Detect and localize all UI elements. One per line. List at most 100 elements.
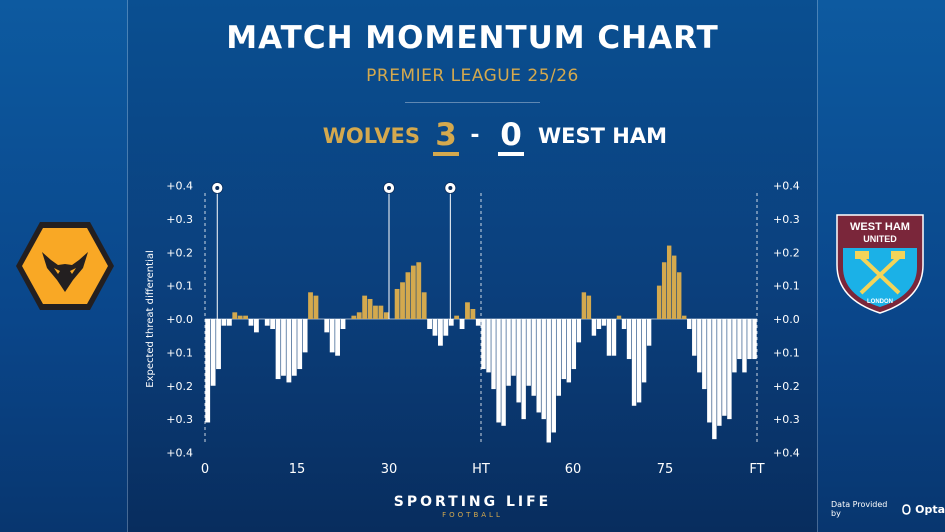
x-tick-label: 0 [201, 462, 209, 477]
y-tick-label-left: +0.3 [166, 413, 193, 426]
svg-text:LONDON: LONDON [867, 299, 893, 305]
title-divider [405, 102, 540, 103]
y-tick-label-right: +0.2 [773, 246, 800, 259]
momentum-bar [491, 319, 496, 390]
momentum-bar [561, 319, 567, 380]
momentum-bar [616, 315, 622, 319]
momentum-bar [254, 319, 259, 333]
momentum-bar [752, 319, 757, 360]
momentum-bar [742, 319, 747, 373]
brand-sub: FOOTBALL [442, 511, 503, 519]
x-tick-label: 15 [289, 462, 306, 477]
momentum-bar [511, 319, 516, 376]
momentum-bar [506, 319, 511, 386]
momentum-bar [656, 285, 662, 319]
wolves-crest-icon [16, 222, 114, 310]
momentum-bar [459, 319, 465, 330]
momentum-bar [501, 319, 506, 426]
y-tick-label-left: +0.1 [166, 280, 193, 293]
momentum-bar [722, 319, 727, 416]
momentum-bar [697, 319, 702, 373]
momentum-bar [394, 288, 400, 319]
momentum-bar [226, 319, 232, 326]
y-tick-label-right: +0.1 [773, 280, 800, 293]
momentum-bar [205, 319, 211, 423]
momentum-bar [566, 319, 572, 383]
momentum-bar [243, 315, 248, 319]
momentum-bar [432, 319, 438, 336]
x-tick-label: HT [472, 462, 490, 477]
momentum-bar [324, 319, 330, 333]
momentum-bar [526, 319, 531, 386]
momentum-bar [405, 272, 411, 319]
momentum-bar [666, 245, 672, 319]
data-provider: Data Provided by Opta [831, 500, 945, 518]
momentum-bar [313, 295, 319, 319]
momentum-bar [611, 319, 617, 356]
momentum-bar [302, 319, 308, 353]
momentum-bar [335, 319, 340, 356]
momentum-bar [531, 319, 536, 396]
y-tick-label-right: +0.3 [773, 413, 800, 426]
momentum-bar [646, 319, 652, 346]
momentum-bar [661, 262, 667, 319]
momentum-bar [232, 312, 238, 319]
momentum-bar [216, 319, 221, 370]
momentum-bar [465, 302, 470, 319]
y-tick-label-right: +0.0 [773, 313, 800, 326]
momentum-bar [454, 315, 460, 319]
momentum-bar [747, 319, 752, 360]
momentum-bar [281, 319, 286, 376]
momentum-bar [551, 319, 556, 433]
momentum-bar [308, 292, 313, 319]
score-separator: - [470, 123, 480, 148]
momentum-bar [677, 272, 682, 319]
y-axis-label: Expected threat differential [145, 250, 156, 388]
momentum-bar [606, 319, 612, 356]
momentum-bar [636, 319, 642, 403]
momentum-bar [475, 319, 481, 326]
momentum-bar [546, 319, 551, 443]
momentum-bar [556, 319, 561, 396]
momentum-bar [481, 319, 486, 370]
x-tick-label: 60 [565, 462, 582, 477]
momentum-bar [248, 319, 254, 326]
y-tick-label-left: +0.1 [166, 346, 193, 359]
chart-title: MATCH MOMENTUM CHART [226, 20, 719, 56]
momentum-bar [732, 319, 737, 373]
y-tick-label-left: +0.4 [166, 180, 193, 193]
provider-prefix: Data Provided by [831, 500, 888, 518]
momentum-bar [671, 255, 677, 319]
away-team-name: WEST HAM [538, 124, 667, 148]
momentum-bar [378, 305, 384, 319]
momentum-bar [443, 319, 449, 336]
momentum-bar [687, 319, 692, 330]
momentum-bar [591, 319, 597, 336]
momentum-bar [264, 319, 270, 326]
momentum-bar [586, 295, 592, 319]
momentum-bar [373, 305, 378, 319]
home-team-name: WOLVES [322, 124, 420, 148]
y-tick-label-right: +0.3 [773, 213, 800, 226]
goal-ball-patch [448, 186, 453, 190]
opta-logo-icon [902, 503, 911, 515]
momentum-bar [737, 319, 742, 360]
svg-text:WEST HAM: WEST HAM [850, 221, 910, 233]
momentum-bar [221, 319, 227, 326]
provider-name: Opta [915, 502, 945, 516]
momentum-bar [596, 319, 602, 330]
momentum-bar [210, 319, 216, 386]
momentum-bar [571, 319, 577, 370]
home-score: 3 [433, 118, 459, 156]
momentum-bar [626, 319, 632, 360]
momentum-bar [601, 319, 607, 326]
momentum-bar [340, 319, 346, 330]
y-tick-label-right: +0.1 [773, 346, 800, 359]
momentum-bar [541, 319, 546, 420]
y-tick-label-left: +0.3 [166, 213, 193, 226]
momentum-bar [516, 319, 521, 403]
y-tick-label-left: +0.2 [166, 246, 193, 259]
momentum-bar [291, 319, 297, 376]
x-tick-label: FT [749, 462, 764, 477]
momentum-bar [367, 298, 373, 319]
